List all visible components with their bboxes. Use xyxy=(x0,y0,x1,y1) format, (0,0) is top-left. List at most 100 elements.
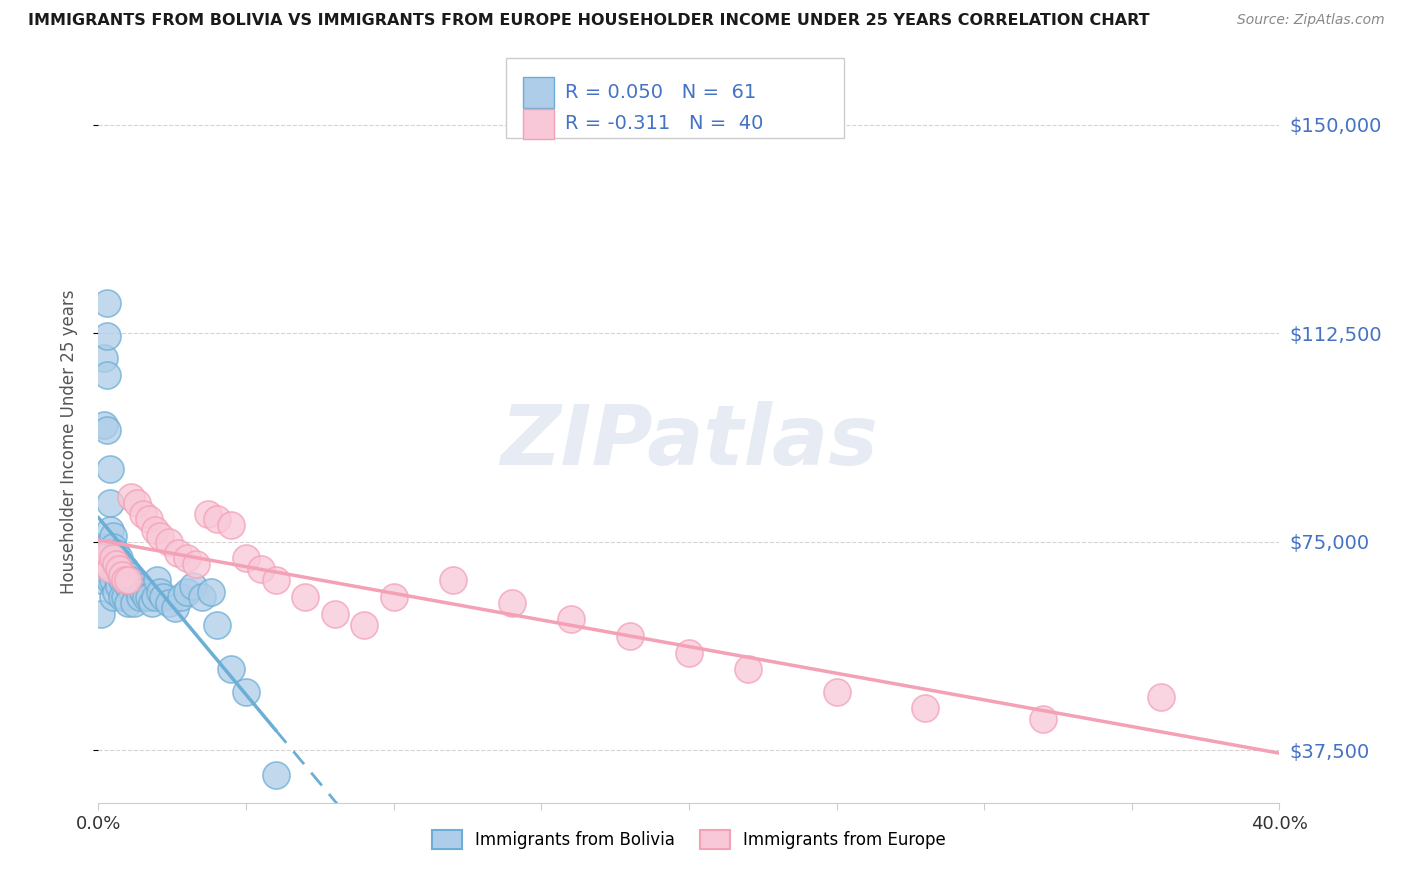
Point xyxy=(619,629,641,643)
Point xyxy=(103,551,125,566)
Point xyxy=(149,584,172,599)
Point xyxy=(294,590,316,604)
Point xyxy=(105,546,128,560)
Point xyxy=(191,590,214,604)
Point xyxy=(114,574,136,588)
Point xyxy=(1150,690,1173,705)
Point xyxy=(176,551,198,566)
Point xyxy=(108,562,131,576)
Point xyxy=(96,546,118,560)
Point xyxy=(205,512,228,526)
Point xyxy=(108,562,131,576)
Point xyxy=(382,590,405,604)
Point xyxy=(353,618,375,632)
Point xyxy=(678,646,700,660)
Point xyxy=(96,368,118,382)
Point xyxy=(93,351,115,366)
Point xyxy=(149,529,172,543)
Point xyxy=(117,596,139,610)
Point xyxy=(560,612,582,626)
Point xyxy=(184,557,207,571)
Point xyxy=(103,529,125,543)
Point xyxy=(501,596,523,610)
Point xyxy=(235,551,257,566)
Point xyxy=(90,607,112,621)
Y-axis label: Householder Income Under 25 years: Householder Income Under 25 years xyxy=(59,289,77,594)
Point xyxy=(441,574,464,588)
Point xyxy=(103,562,125,576)
Point xyxy=(105,584,128,599)
Point xyxy=(105,568,128,582)
Point xyxy=(128,590,150,604)
Legend: Immigrants from Bolivia, Immigrants from Europe: Immigrants from Bolivia, Immigrants from… xyxy=(425,823,953,856)
Point xyxy=(235,684,257,698)
Text: Source: ZipAtlas.com: Source: ZipAtlas.com xyxy=(1237,13,1385,28)
Point xyxy=(157,596,180,610)
Point xyxy=(93,417,115,432)
Text: IMMIGRANTS FROM BOLIVIA VS IMMIGRANTS FROM EUROPE HOUSEHOLDER INCOME UNDER 25 YE: IMMIGRANTS FROM BOLIVIA VS IMMIGRANTS FR… xyxy=(28,13,1150,29)
Point xyxy=(200,584,222,599)
Point xyxy=(120,490,142,504)
Point xyxy=(264,768,287,782)
Point xyxy=(105,557,128,571)
Point xyxy=(132,584,155,599)
Point xyxy=(90,540,112,554)
Point xyxy=(98,462,121,476)
Point xyxy=(825,684,848,698)
Point xyxy=(737,662,759,676)
Point xyxy=(111,568,134,582)
Point xyxy=(90,551,112,566)
Point xyxy=(96,329,118,343)
Point xyxy=(197,507,219,521)
Point xyxy=(111,574,134,588)
Text: ZIPatlas: ZIPatlas xyxy=(501,401,877,482)
Point xyxy=(98,546,121,560)
Point xyxy=(250,562,273,576)
Point xyxy=(111,590,134,604)
Point xyxy=(117,568,139,582)
Point xyxy=(221,662,243,676)
Point xyxy=(90,574,112,588)
Point xyxy=(108,579,131,593)
Point xyxy=(141,596,163,610)
Point xyxy=(117,574,139,588)
Point xyxy=(125,496,148,510)
Point xyxy=(181,579,204,593)
Point xyxy=(117,579,139,593)
Point xyxy=(120,574,142,588)
Point xyxy=(96,295,118,310)
Point xyxy=(135,590,157,604)
Point xyxy=(98,496,121,510)
Point xyxy=(143,590,166,604)
Point xyxy=(114,574,136,588)
Point xyxy=(103,590,125,604)
Point xyxy=(157,534,180,549)
Point xyxy=(111,562,134,576)
Point xyxy=(98,562,121,576)
Point xyxy=(170,590,193,604)
Point xyxy=(132,507,155,521)
Point xyxy=(138,590,160,604)
Point xyxy=(165,601,187,615)
Point xyxy=(125,579,148,593)
Text: R = -0.311   N =  40: R = -0.311 N = 40 xyxy=(565,114,763,133)
Point xyxy=(167,546,190,560)
Point xyxy=(323,607,346,621)
Point xyxy=(103,551,125,566)
Point xyxy=(105,557,128,571)
Point xyxy=(114,562,136,576)
Point xyxy=(221,517,243,532)
Point xyxy=(103,574,125,588)
Point xyxy=(143,524,166,538)
Text: R = 0.050   N =  61: R = 0.050 N = 61 xyxy=(565,83,756,102)
Point xyxy=(176,584,198,599)
Point xyxy=(1032,713,1054,727)
Point xyxy=(93,562,115,576)
Point xyxy=(96,424,118,438)
Point xyxy=(914,701,936,715)
Point xyxy=(146,574,169,588)
Point xyxy=(98,524,121,538)
Point xyxy=(93,557,115,571)
Point xyxy=(108,551,131,566)
Point xyxy=(103,540,125,554)
